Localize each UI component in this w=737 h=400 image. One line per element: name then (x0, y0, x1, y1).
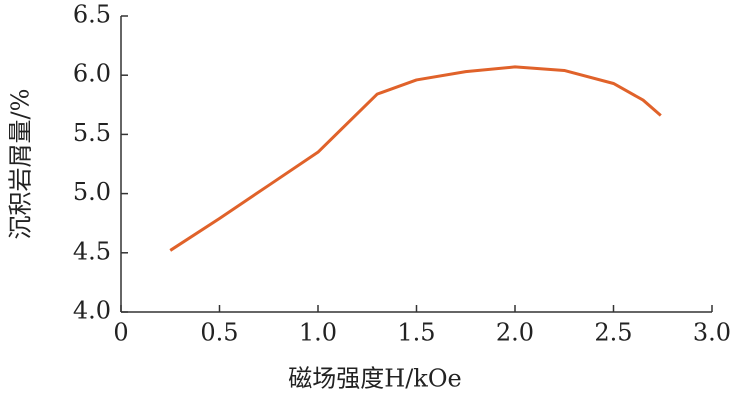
x-tick-label: 0 (113, 319, 128, 347)
x-tick-label: 1.0 (299, 319, 337, 347)
y-tick-label: 4.5 (73, 237, 111, 265)
x-tick-label: 2.0 (496, 319, 534, 347)
x-tick-label: 1.5 (397, 319, 435, 347)
y-tick-label: 6.5 (73, 1, 111, 29)
y-tick-label: 6.0 (73, 60, 111, 88)
y-tick-label: 5.5 (73, 119, 111, 147)
y-axis-label: 沉积岩屑量/% (7, 89, 35, 240)
y-tick-label: 5.0 (73, 178, 111, 206)
y-tick-label: 4.0 (73, 297, 111, 325)
x-tick-label: 3.0 (693, 319, 731, 347)
x-tick-label: 2.5 (594, 319, 632, 347)
x-axis-label: 磁场强度H/kOe (288, 365, 461, 393)
x-tick-label: 0.5 (200, 319, 238, 347)
data-line (169, 65, 662, 252)
